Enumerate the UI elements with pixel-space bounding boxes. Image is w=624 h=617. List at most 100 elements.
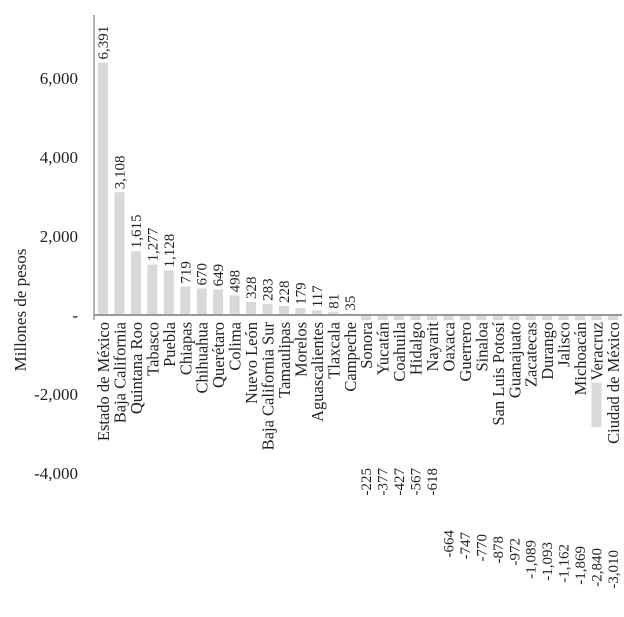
bar [328, 311, 339, 315]
value-label: 670 [195, 263, 211, 286]
value-label: 1,615 [129, 214, 145, 248]
value-label: 283 [261, 278, 277, 301]
value-label: -770 [474, 534, 490, 562]
label-background [442, 320, 455, 375]
value-label: 117 [310, 285, 326, 307]
category-label: Sonora [357, 321, 376, 368]
value-label: 6,391 [96, 26, 112, 60]
bar [262, 303, 273, 315]
value-label: -2,840 [590, 548, 606, 587]
value-label: -618 [425, 468, 441, 496]
y-tick-label: -4,000 [34, 464, 78, 483]
category-label: San Luis Potosí [489, 322, 508, 426]
category-label: Aguascalientes [308, 322, 327, 422]
label-background [541, 320, 554, 382]
label-background [574, 320, 587, 398]
bar [229, 295, 240, 315]
label-background [195, 320, 208, 397]
label-background [426, 320, 438, 374]
label-background [261, 320, 274, 453]
value-label: -567 [409, 468, 425, 496]
bar [295, 307, 306, 315]
value-label: 498 [228, 270, 244, 293]
value-label: -1,093 [540, 542, 556, 581]
value-label: 81 [326, 294, 342, 309]
category-label: Jalisco [555, 322, 574, 367]
category-label: Zacatecas [522, 322, 541, 387]
label-background [245, 320, 258, 407]
label-background [524, 320, 537, 390]
label-background [409, 320, 422, 378]
y-axis-title: Millones de pesos [11, 249, 30, 372]
category-label: Baja California Sur [259, 322, 278, 451]
value-label: -664 [441, 530, 457, 558]
bar [147, 264, 158, 315]
value-label: -1,162 [557, 544, 573, 583]
category-label: Estado de México [94, 322, 113, 441]
label-background [97, 320, 109, 444]
value-label: -972 [507, 538, 523, 566]
label-background [212, 320, 225, 390]
label-background [393, 320, 406, 385]
bar [163, 270, 174, 315]
value-label: -427 [392, 468, 408, 496]
value-label: 649 [211, 264, 227, 287]
bar [311, 310, 322, 315]
label-background [508, 320, 521, 401]
category-label: Yucatán [374, 322, 393, 375]
y-tick-label: 4,000 [40, 148, 78, 167]
category-label: Ciudad de México [604, 322, 623, 444]
category-label: Hidalgo [407, 322, 426, 375]
y-tick-label: 2,000 [40, 227, 78, 246]
label-background [277, 320, 290, 400]
category-label: Nayarit [423, 322, 442, 372]
category-label: Nuevo León [242, 322, 261, 404]
category-label: Colima [226, 321, 245, 370]
label-background [590, 320, 603, 383]
label-background [343, 320, 356, 394]
label-background [179, 320, 192, 378]
category-label: Querétaro [209, 322, 228, 388]
value-label: -878 [491, 536, 507, 564]
bar [361, 315, 372, 324]
category-label: Oaxaca [439, 321, 458, 371]
y-tick-label: - [72, 306, 78, 325]
value-label: 328 [244, 277, 260, 300]
label-background [376, 320, 389, 378]
category-label: Puebla [160, 321, 179, 367]
value-label: -3,010 [606, 550, 622, 589]
bar [278, 305, 289, 315]
bar [196, 288, 207, 315]
y-tick-label: -2,000 [34, 385, 78, 404]
label-background [606, 320, 619, 446]
label-background [228, 320, 241, 374]
category-label: Veracruz [588, 322, 607, 381]
category-label: Guerrero [456, 322, 475, 382]
bar [130, 251, 141, 315]
value-label: 1,277 [145, 227, 161, 261]
value-label: 1,128 [162, 234, 178, 268]
category-label: Chiapas [176, 322, 195, 375]
category-label: Baja California [110, 321, 129, 423]
category-label: Morelos [291, 322, 310, 377]
category-label: Guanajuato [505, 322, 524, 398]
bar [180, 286, 191, 315]
label-background [491, 320, 504, 429]
label-background [146, 320, 159, 378]
bar [246, 302, 257, 315]
value-label: 179 [293, 282, 309, 305]
value-label: -1,869 [573, 546, 589, 585]
category-label: Chihuahua [193, 321, 212, 393]
label-background [475, 320, 488, 375]
value-label: 3,108 [112, 155, 128, 189]
category-label: Sinaloa [472, 321, 491, 371]
category-label: Michoacán [571, 322, 590, 395]
bar [98, 62, 108, 316]
value-label: -1,089 [524, 540, 540, 579]
category-label: Quintana Roo [127, 322, 146, 414]
label-background [294, 320, 307, 379]
category-label: Campeche [341, 322, 360, 392]
category-label: Coahuila [390, 321, 409, 381]
value-label: 35 [343, 296, 359, 311]
